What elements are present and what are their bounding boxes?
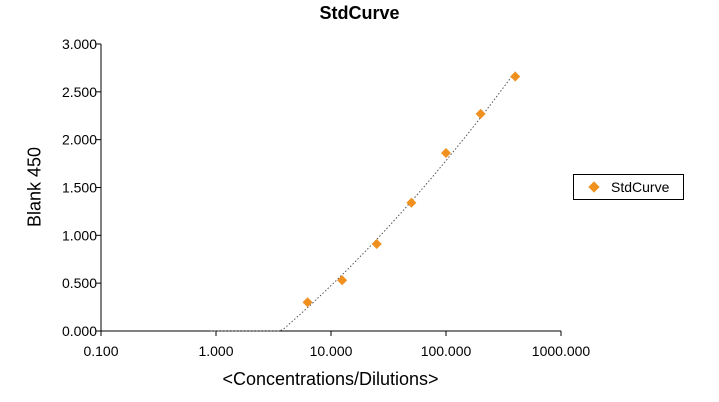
chart-title: StdCurve xyxy=(319,3,400,23)
data-point xyxy=(371,238,382,249)
y-axis-label: Blank 450 xyxy=(24,146,45,228)
y-tick-label: 2.000 xyxy=(62,132,97,148)
data-point xyxy=(510,71,521,82)
x-tick-label: 0.100 xyxy=(83,343,118,359)
legend: StdCurve xyxy=(573,174,684,200)
x-tick-label: 1.000 xyxy=(198,343,233,359)
y-tick-label: 0.000 xyxy=(62,323,97,339)
tick-labels: 0.000 0.500 1.000 1.500 2.000 2.500 3.000 0.100… xyxy=(62,36,590,359)
y-tick-label: 2.500 xyxy=(62,84,97,100)
data-point xyxy=(475,108,486,119)
data-points xyxy=(302,71,521,308)
data-point xyxy=(302,297,313,308)
y-tick-label: 3.000 xyxy=(62,36,97,52)
x-tick-label: 1000.000 xyxy=(532,343,591,359)
trendline xyxy=(210,71,516,332)
data-point xyxy=(406,197,417,208)
y-tick-label: 0.500 xyxy=(62,275,97,291)
axes xyxy=(96,43,562,336)
legend-label: StdCurve xyxy=(611,179,670,195)
x-axis-label: <Concentrations/Dilutions> xyxy=(222,369,439,389)
trendline-path xyxy=(210,71,516,332)
x-tick-label: 10.000 xyxy=(310,343,353,359)
legend-marker xyxy=(588,181,600,193)
y-tick-label: 1.500 xyxy=(62,180,97,196)
y-tick-label: 1.000 xyxy=(62,227,97,243)
data-point xyxy=(441,148,451,159)
x-tick-label: 100.000 xyxy=(421,343,472,359)
data-point xyxy=(337,275,348,286)
